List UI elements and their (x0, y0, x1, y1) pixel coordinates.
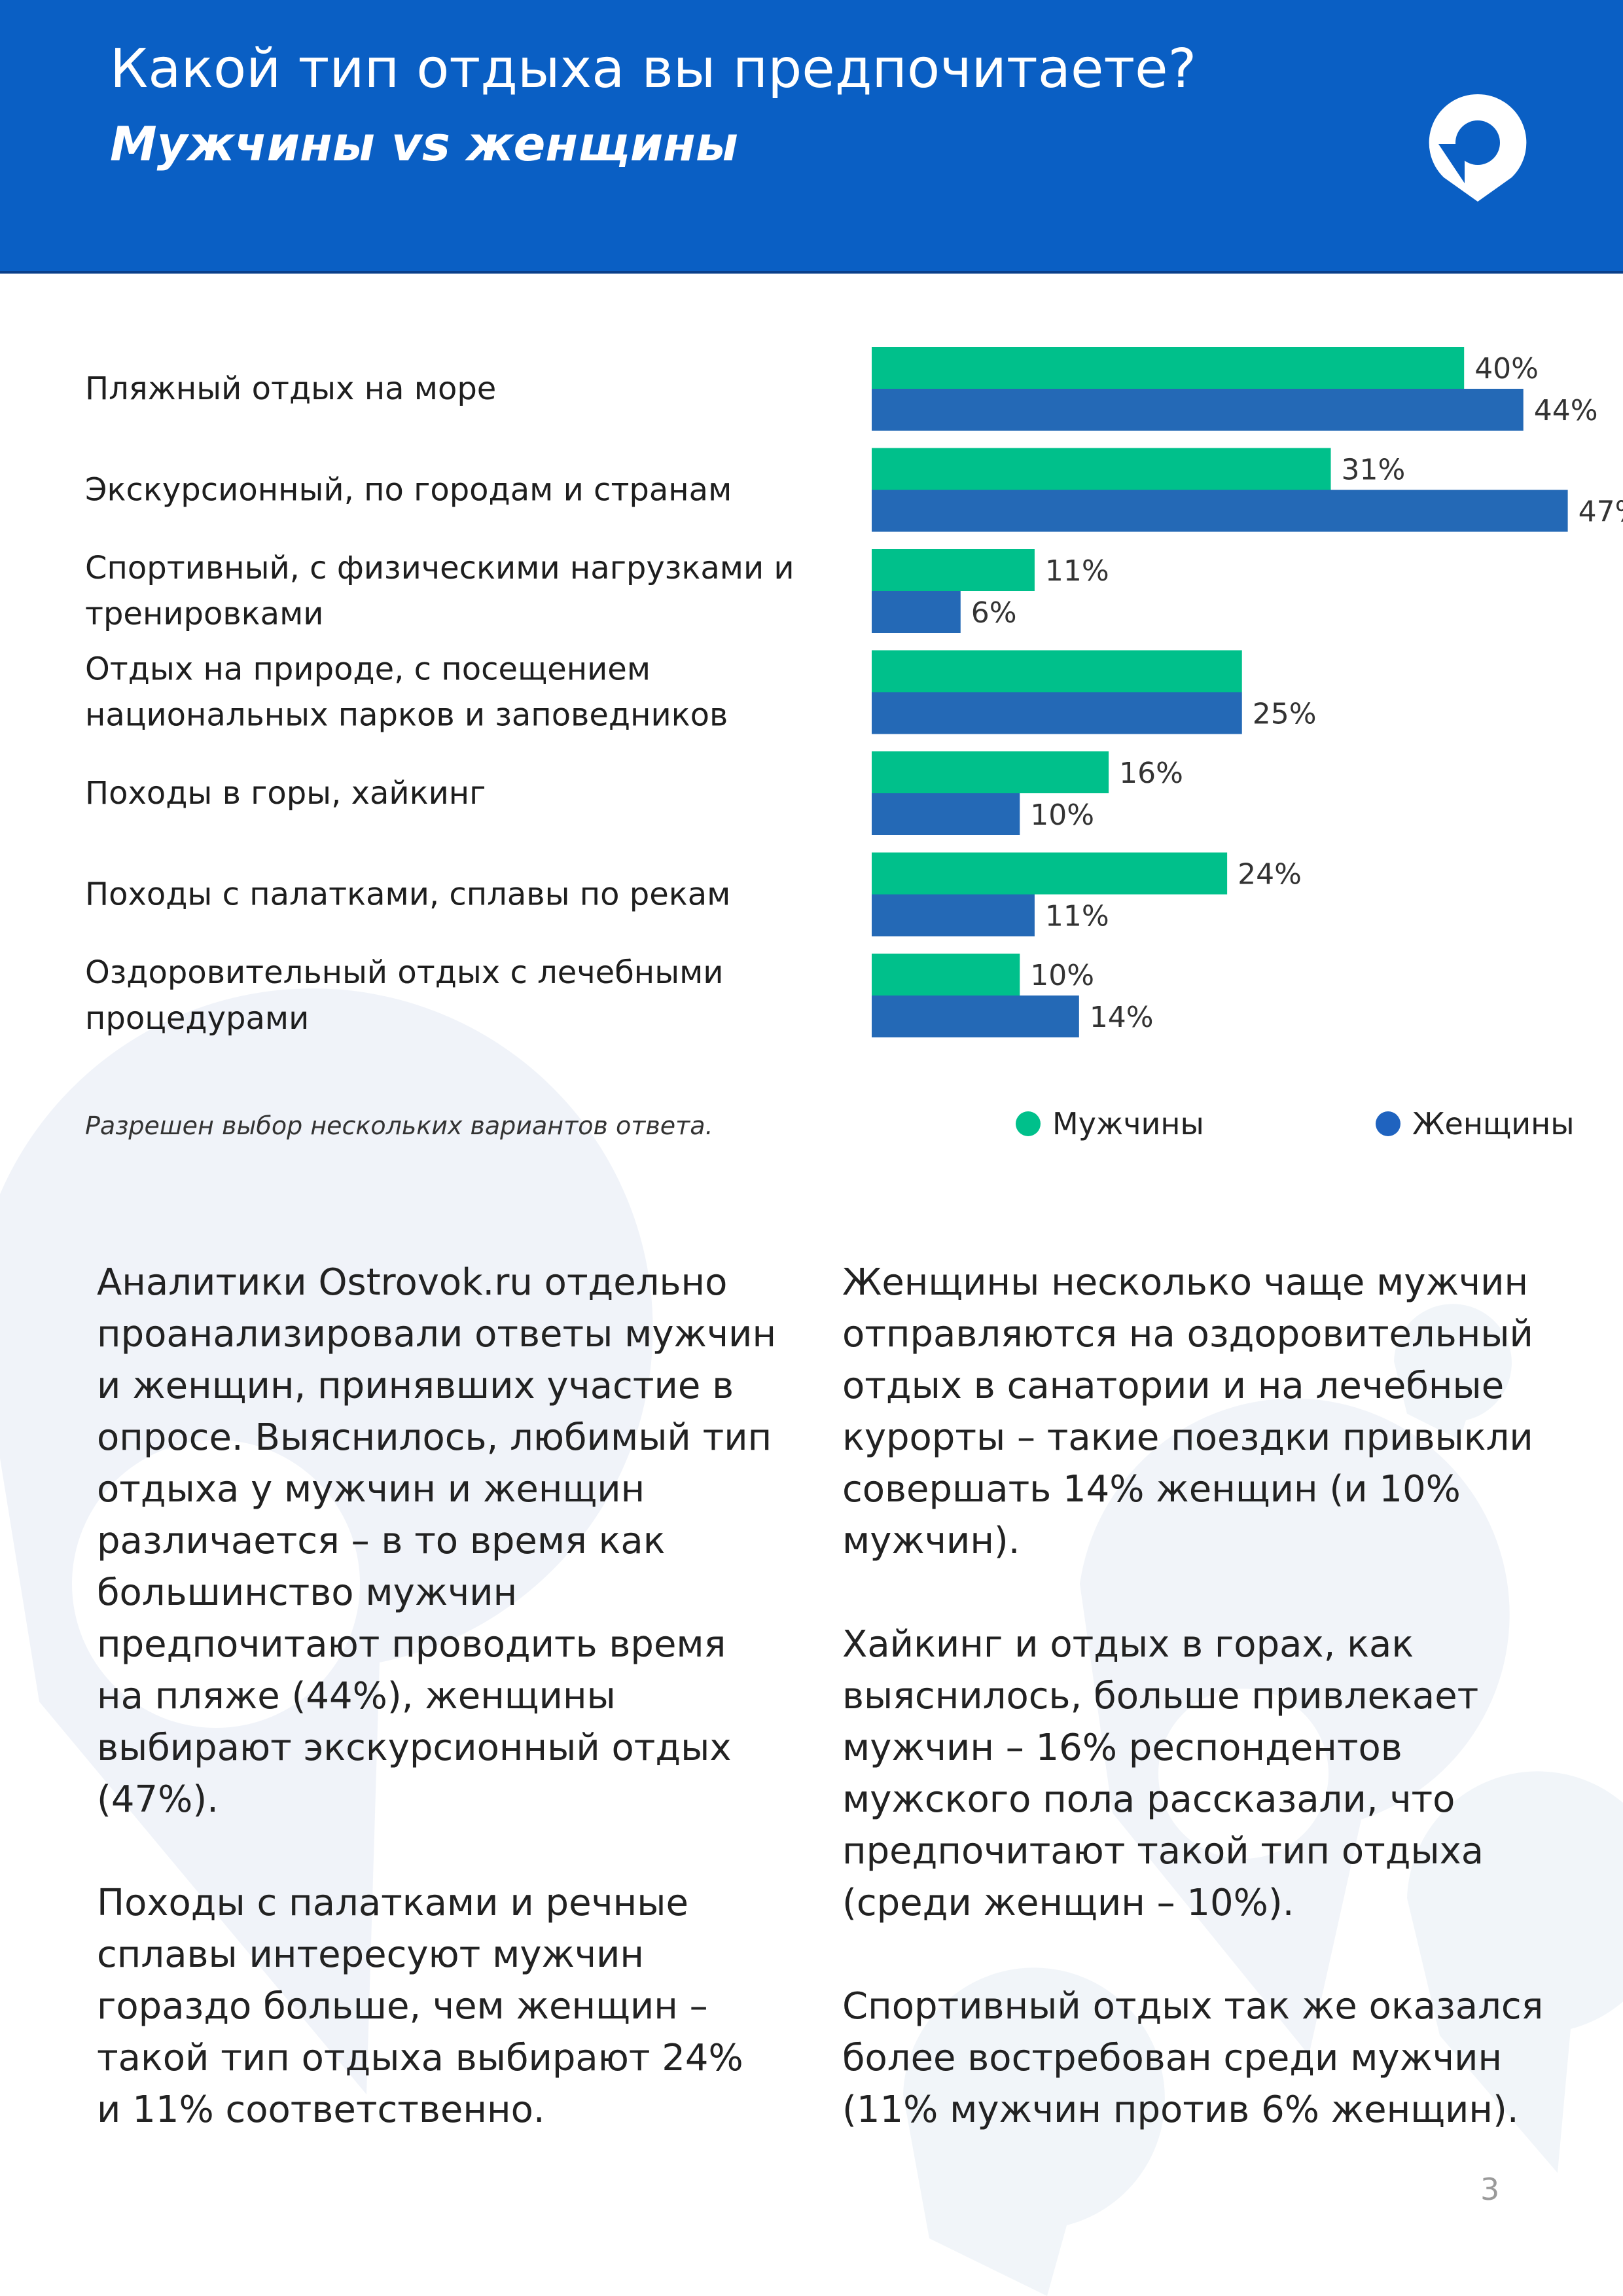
data-label-men: 16% (1119, 757, 1183, 790)
data-label-women: 44% (1534, 394, 1598, 427)
bar-men (872, 954, 1020, 996)
watermark-pin-icon (903, 1967, 1165, 2296)
page-title: Какой тип отдыха вы предпочитаете? (110, 38, 1197, 100)
bar-men (872, 650, 1242, 692)
paragraph: Женщины несколько чаще мужчин отправляют… (842, 1261, 1533, 1562)
bar-women (872, 591, 961, 633)
legend-women-label: Женщины (1412, 1106, 1575, 1141)
category-label: Спортивный, с физическими нагрузками и тр… (85, 550, 794, 632)
bar-men (872, 549, 1035, 591)
paragraph: Спортивный отдых так же оказался более в… (842, 1985, 1544, 2131)
watermark-pin-icon (1407, 1771, 1623, 2173)
chart-footnote: Разрешен выбор нескольких вариантов отве… (85, 1111, 713, 1140)
bar-women (872, 894, 1035, 937)
bar-women (872, 490, 1568, 532)
category-label: Походы в горы, хайкинг (85, 775, 486, 812)
page-subtitle: Мужчины vs женщины (110, 117, 739, 171)
bar-women (872, 389, 1524, 431)
data-label-women: 11% (1045, 900, 1109, 933)
data-label-women: 14% (1090, 1001, 1154, 1034)
category-label: Экскурсионный, по городам и странам (85, 472, 732, 509)
bar-women (872, 793, 1020, 835)
bar-men (872, 448, 1331, 490)
bar-men (872, 347, 1465, 389)
bar-women (872, 996, 1079, 1037)
category-label: Отдых на природе, с посещением национальн… (85, 651, 728, 734)
paragraph: Походы с палатками и речные сплавы интер… (97, 1882, 743, 2131)
paragraph: Аналитики Ostrovok.ru отдельно проанализ… (97, 1261, 777, 1821)
data-label-men: 31% (1342, 454, 1406, 487)
bar-women (872, 692, 1242, 734)
legend-men-dot-icon (1016, 1111, 1041, 1136)
page-number: 3 (1480, 2172, 1500, 2207)
header-banner: Какой тип отдыха вы предпочитаете? Мужчи… (0, 0, 1623, 274)
legend-men-label: Мужчины (1052, 1106, 1204, 1141)
bar-men (872, 852, 1228, 895)
category-label: Оздоровительный отдых с лечебными процеду… (85, 954, 724, 1037)
data-label-men: 40% (1474, 352, 1539, 386)
paragraph: Хайкинг и отдых в горах, как выяснилось,… (842, 1623, 1484, 1924)
legend-men: Мужчины (1016, 1106, 1204, 1141)
category-label: Пляжный отдых на море (85, 370, 496, 407)
data-label-men: 11% (1045, 554, 1109, 588)
watermark-pin-icon (1394, 1304, 1512, 1440)
text-column-left: Аналитики Ostrovok.ru отдельно проанализ… (97, 1257, 777, 2187)
bar-chart: Пляжный отдых на море 40% 44% Экскурсионный… (85, 347, 1623, 1037)
data-label-women: 25% (1253, 698, 1317, 731)
bar-men (872, 751, 1109, 793)
data-label-men: 24% (1238, 858, 1302, 891)
text-column-right: Женщины несколько чаще мужчин отправляют… (842, 1257, 1549, 2187)
ostrovok-logo-icon (1429, 94, 1527, 202)
legend-women: Женщины (1376, 1106, 1575, 1141)
data-label-women: 10% (1030, 798, 1094, 832)
category-label: Походы с палатками, сплавы по рекам (85, 876, 730, 913)
watermark-pin-hole (72, 1440, 360, 1728)
data-label-men: 10% (1030, 959, 1094, 992)
legend-women-dot-icon (1376, 1111, 1400, 1136)
data-label-women: 6% (971, 596, 1017, 630)
watermark-pin-hole (1158, 1689, 1329, 1859)
data-label-women: 47% (1578, 495, 1623, 529)
